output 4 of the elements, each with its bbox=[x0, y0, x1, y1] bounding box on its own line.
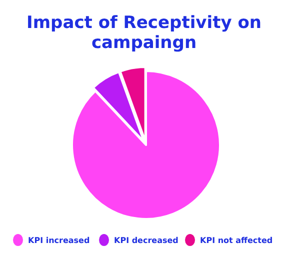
chart-title: Impact of Receptivity on campaingn bbox=[26, 13, 262, 53]
legend-label: KPI increased bbox=[28, 236, 90, 245]
legend-label: KPI not affected bbox=[200, 236, 273, 245]
legend-label: KPI decreased bbox=[114, 236, 179, 245]
